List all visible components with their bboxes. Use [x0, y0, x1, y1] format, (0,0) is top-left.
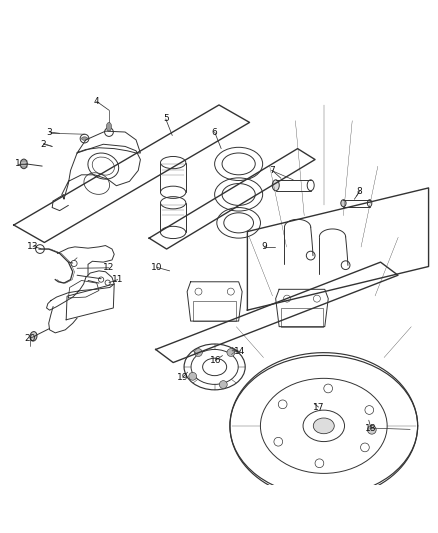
Circle shape	[227, 349, 235, 357]
Text: 8: 8	[357, 187, 363, 196]
Circle shape	[219, 381, 227, 389]
Text: 3: 3	[47, 127, 53, 136]
Circle shape	[189, 373, 197, 380]
Ellipse shape	[20, 159, 27, 169]
Ellipse shape	[341, 200, 346, 207]
Text: 17: 17	[313, 402, 324, 411]
Text: 11: 11	[112, 275, 124, 284]
Text: 1: 1	[15, 159, 21, 168]
Text: 19: 19	[177, 373, 188, 382]
Text: 4: 4	[94, 97, 99, 106]
Text: 13: 13	[27, 242, 39, 251]
Text: 9: 9	[261, 243, 267, 252]
Ellipse shape	[81, 137, 88, 140]
Circle shape	[194, 349, 202, 357]
Text: 14: 14	[234, 346, 246, 356]
Text: 18: 18	[365, 424, 377, 433]
Text: 16: 16	[210, 356, 221, 365]
Ellipse shape	[30, 332, 37, 341]
Ellipse shape	[106, 123, 112, 131]
Text: 12: 12	[103, 263, 115, 272]
Ellipse shape	[313, 418, 334, 434]
Text: 6: 6	[212, 127, 218, 136]
Text: 2: 2	[41, 140, 46, 149]
Text: 5: 5	[163, 115, 169, 124]
Text: 10: 10	[151, 263, 163, 272]
Text: 20: 20	[25, 334, 36, 343]
Text: 7: 7	[269, 166, 275, 175]
Ellipse shape	[272, 180, 279, 191]
Circle shape	[367, 425, 376, 434]
